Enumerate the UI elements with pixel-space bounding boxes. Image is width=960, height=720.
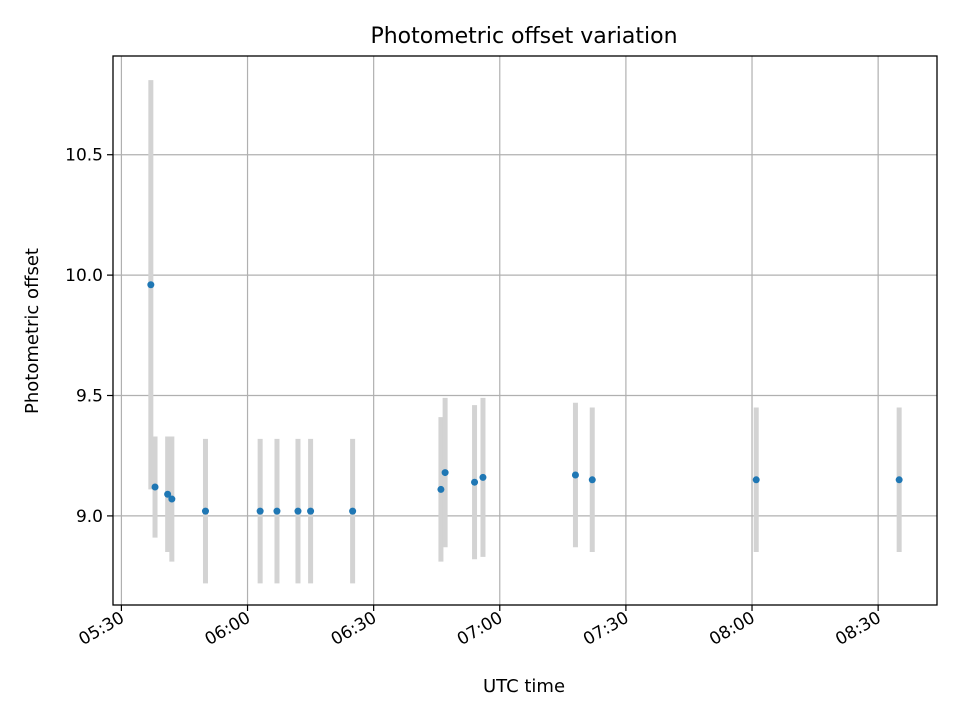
error-bars (148, 80, 902, 584)
plot-frame (112, 55, 938, 606)
y-axis-label: Photometric offset (22, 248, 43, 414)
y-tick-label: 10.0 (65, 266, 103, 286)
data-point (895, 476, 903, 484)
data-point (307, 507, 315, 515)
y-axis-ticks: 9.0 9.5 10.0 10.5 (65, 146, 113, 527)
y-tick-label: 10.5 (65, 146, 103, 166)
data-point (168, 495, 176, 503)
x-tick-label: 08:00 (706, 608, 758, 650)
x-tick-label: 07:00 (454, 608, 506, 650)
data-point (273, 507, 281, 515)
y-tick-label: 9.5 (76, 387, 103, 407)
x-tick-label: 06:30 (328, 608, 380, 650)
data-point (151, 483, 159, 491)
data-point (147, 281, 155, 289)
x-axis-label: UTC time (483, 676, 565, 697)
data-points (147, 281, 903, 515)
y-tick-label: 9.0 (76, 507, 103, 527)
grid (113, 56, 937, 605)
x-tick-label: 07:30 (580, 608, 632, 650)
data-point (349, 507, 357, 515)
data-point (479, 473, 487, 481)
data-point (256, 507, 264, 515)
chart-title: Photometric offset variation (370, 24, 677, 49)
data-point (294, 507, 302, 515)
data-point (752, 476, 760, 484)
x-tick-label: 08:30 (832, 608, 884, 650)
data-point (571, 471, 579, 479)
data-point (437, 485, 445, 493)
data-point (201, 507, 209, 515)
data-point (164, 490, 172, 498)
data-point (588, 476, 596, 484)
x-tick-label: 06:00 (202, 608, 254, 650)
data-point (471, 478, 479, 486)
data-point (441, 469, 449, 477)
x-tick-label: 05:30 (75, 608, 127, 650)
x-axis-ticks: 05:30 06:00 06:30 07:00 07:30 08:00 08:30 (75, 605, 885, 650)
